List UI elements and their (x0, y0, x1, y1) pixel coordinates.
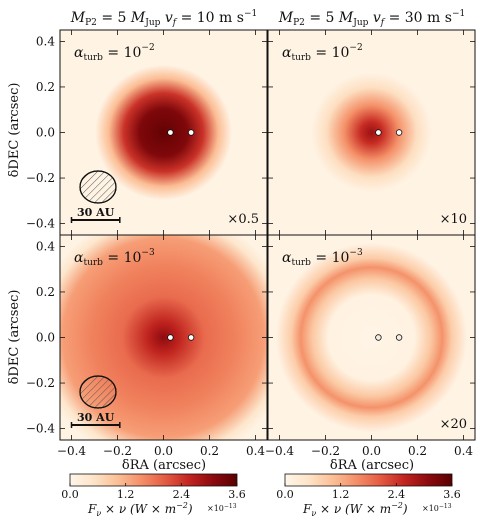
planet-marker (187, 334, 195, 341)
alpha-turb-label: αturb = 10−2 (282, 43, 363, 63)
alpha-turb-label: αturb = 10−3 (282, 248, 363, 268)
flux-multiplier: ×0.5 (227, 212, 259, 227)
planet-marker (167, 129, 174, 136)
colorbar-label: Fν × ν (W × m−2) (302, 501, 408, 518)
y-tick-label: 0.4 (36, 34, 55, 48)
panel-1-0: −0.4 −0.2 0.0 0.2 0.4 −0.4 −0.2 0.0 0.2 0.4 αturb … (26, 234, 268, 458)
panel-0-1: αturb = 10−2 ×10 (267, 29, 476, 236)
scale-bar-label: 30 AU (77, 411, 115, 424)
y-axis-label-top: δDEC (arcsec) (7, 83, 22, 178)
x-tick-label: −0.4 (57, 444, 87, 458)
colorbar-tick-label: 2.4 (388, 488, 406, 501)
colorbar-exponent: ×10−13 (422, 503, 452, 513)
y-tick-label: 0.0 (36, 331, 55, 345)
planet-marker (167, 334, 174, 341)
y-tick-label: 0.2 (36, 80, 55, 94)
y-tick-label: −0.2 (26, 171, 55, 185)
alpha-turb-label: αturb = 10−2 (74, 43, 155, 63)
x-tick-label: 0.2 (408, 444, 427, 458)
colorbar-gradient (284, 473, 453, 487)
column-title-2: MP2 = 5 MJup vf = 30 m s−1 (278, 9, 465, 28)
x-tick-label: −0.2 (103, 444, 132, 458)
x-axis-label-right: δRA (arcsec) (330, 458, 414, 473)
panel-frame (267, 234, 476, 441)
y-tick-label: 0.4 (36, 239, 55, 253)
colorbar-tick-label: 2.4 (173, 488, 191, 501)
colorbar-label: Fν × ν (W × m−2) (87, 501, 193, 518)
disk-emission (95, 64, 232, 201)
colorbar-tick-label: 1.2 (117, 488, 135, 501)
flux-multiplier: ×10 (440, 212, 467, 227)
colorbar-exponent: ×10−13 (207, 503, 237, 513)
x-tick-label: 0.4 (246, 444, 265, 458)
y-tick-label: −0.2 (26, 376, 55, 390)
colorbar-tick-label: 0.0 (61, 488, 79, 501)
planet-marker (375, 129, 382, 136)
x-tick-label: −0.4 (265, 444, 295, 458)
panel-frame (59, 234, 268, 441)
x-tick-label: −0.2 (311, 444, 340, 458)
x-tick-label: 0.0 (362, 444, 381, 458)
y-tick-label: −0.4 (26, 422, 56, 436)
colorbar-tick-label: 3.6 (443, 488, 461, 501)
planet-marker (187, 129, 195, 136)
y-tick-label: 0.2 (36, 285, 55, 299)
x-tick-label: 0.2 (200, 444, 219, 458)
colorbar-2: 0.0 1.2 2.4 3.6 ×10−13 Fν × ν (W × m−2) (276, 473, 461, 518)
y-axis-label-bottom: δDEC (arcsec) (7, 290, 22, 385)
colorbar-group: 0.0 1.2 2.4 3.6 ×10−13 Fν × ν (W × m−2) 0.0 1.2… (61, 473, 461, 518)
colorbar-tick-label: 3.6 (228, 488, 246, 501)
scale-bar-label: 30 AU (77, 206, 115, 219)
colorbar-tick-label: 1.2 (332, 488, 350, 501)
disk-emission (275, 242, 468, 433)
colorbar-1: 0.0 1.2 2.4 3.6 ×10−13 Fν × ν (W × m−2) (61, 473, 246, 518)
panel-0-0: −0.4 −0.2 0.0 0.2 0.4 αturb = 10−2 ×0.5 30 AU (26, 29, 268, 236)
disk-emission (311, 72, 432, 193)
planet-marker (375, 334, 382, 341)
x-tick-label: 0.4 (454, 444, 473, 458)
y-tick-label: 0.0 (36, 126, 55, 140)
planet-marker (395, 334, 403, 341)
x-tick-label: 0.0 (154, 444, 173, 458)
planet-marker (395, 129, 403, 136)
alpha-turb-label: αturb = 10−3 (74, 248, 155, 268)
y-tick-label: −0.4 (26, 217, 56, 231)
panel-grid: −0.4 −0.2 0.0 0.2 0.4 αturb = 10−2 ×0.5 30 AU αt… (26, 29, 476, 458)
colorbar-gradient (69, 473, 238, 487)
flux-multiplier: ×20 (440, 417, 467, 432)
panel-1-1: −0.4 −0.2 0.0 0.2 0.4 αturb = 10−3 ×20 (265, 234, 476, 458)
colorbar-tick-label: 0.0 (276, 488, 294, 501)
x-axis-label-left: δRA (arcsec) (122, 458, 206, 473)
disk-emission (60, 235, 267, 440)
column-title-1: MP2 = 5 MJup vf = 10 m s−1 (70, 9, 257, 28)
